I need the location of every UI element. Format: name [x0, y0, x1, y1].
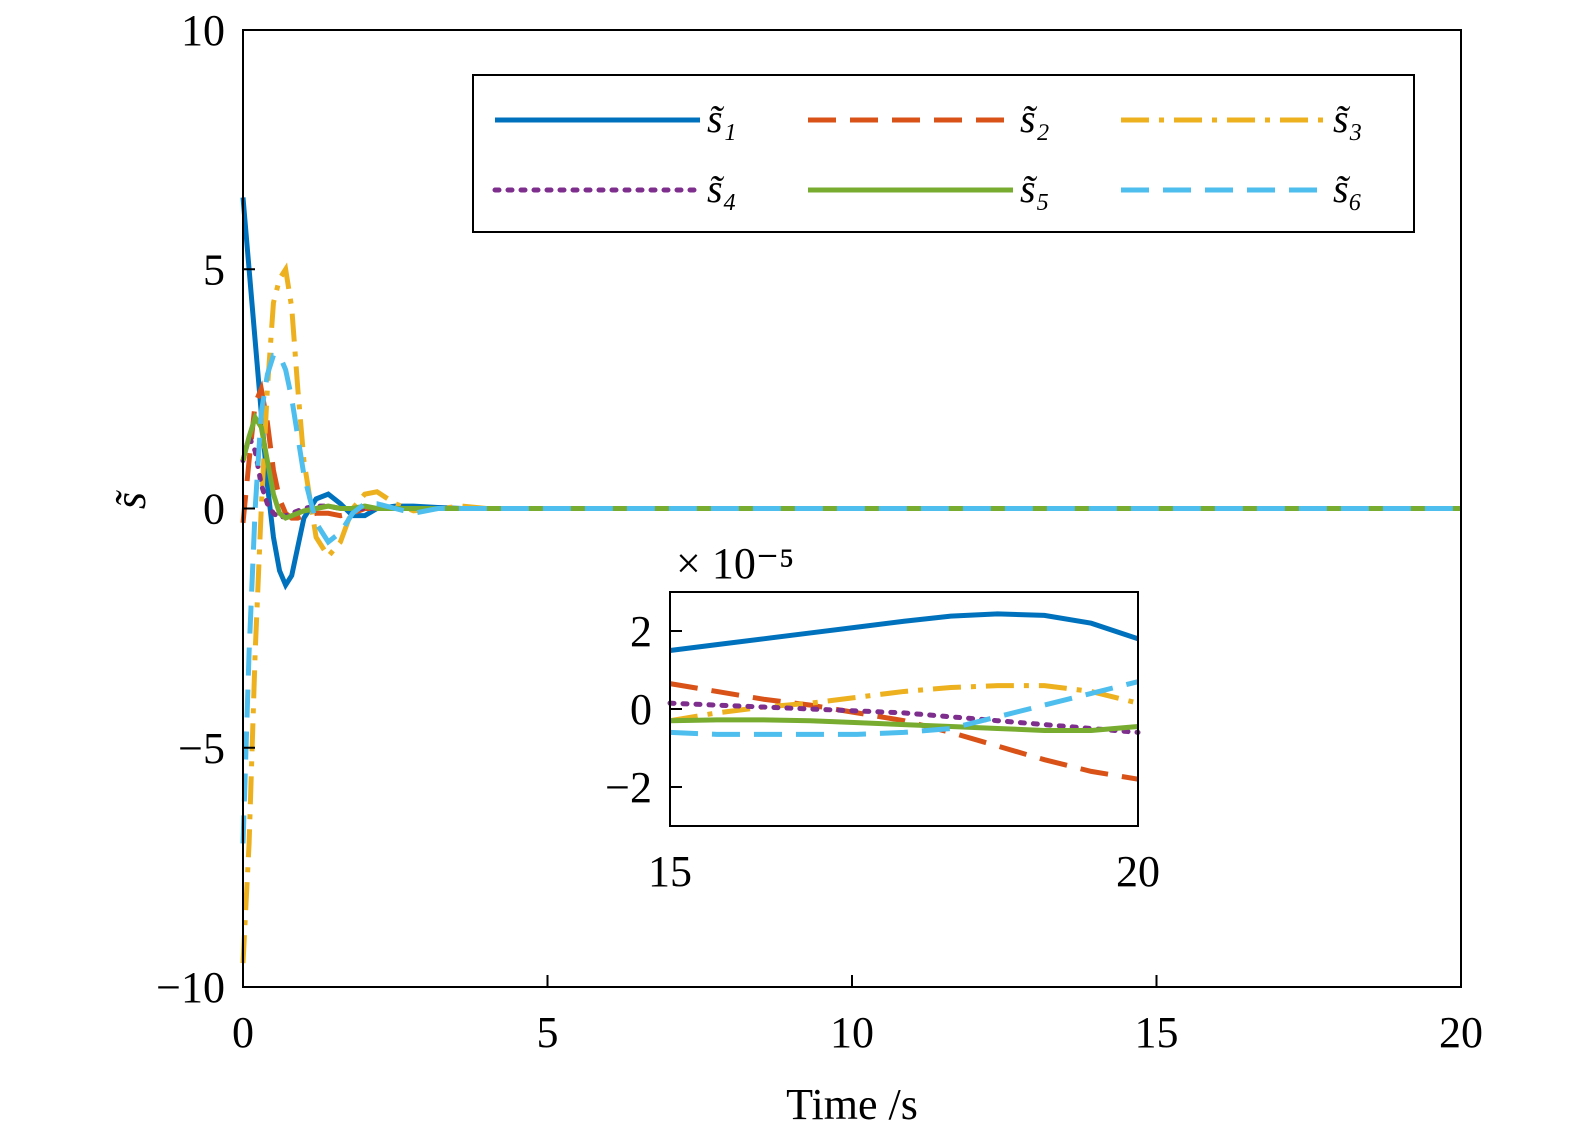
y-tick-label: 2: [630, 607, 652, 656]
x-tick-label: 20: [1439, 1008, 1483, 1057]
x-tick-label: 15: [648, 847, 692, 896]
legend-label: s̃₅: [1020, 166, 1049, 211]
axis-multiplier: × 10⁻⁵: [676, 539, 794, 588]
data-line: [669, 679, 1139, 737]
data-line: [669, 717, 1139, 733]
data-line: [240, 352, 1461, 844]
x-tick-label: 10: [830, 1008, 874, 1057]
y-tick-label: 5: [203, 245, 225, 294]
legend-label: s̃₂: [1020, 96, 1049, 141]
x-tick-label: 0: [232, 1008, 254, 1057]
y-tick-label: 0: [630, 685, 652, 734]
y-tick-label: 10: [181, 6, 225, 55]
x-tick-label: 5: [537, 1008, 559, 1057]
legend-label: s̃₄: [707, 166, 736, 211]
y-tick-label: −2: [605, 763, 652, 812]
y-axis-label: s̃: [106, 490, 155, 510]
data-line: [669, 611, 1139, 653]
data-line: [667, 700, 1141, 735]
legend-label: s̃₆: [1333, 166, 1362, 211]
y-tick-label: −10: [156, 963, 225, 1012]
y-tick-label: −5: [178, 724, 225, 773]
y-tick-label: 0: [203, 485, 225, 534]
x-tick-label: 15: [1135, 1008, 1179, 1057]
legend-label: s̃₃: [1333, 96, 1362, 141]
x-axis-label: Time /s: [786, 1080, 918, 1129]
legend-label: s̃₁: [707, 96, 736, 141]
data-line: [669, 683, 1139, 724]
x-tick-label: 20: [1116, 847, 1160, 896]
legend-box: [472, 74, 1415, 233]
data-line: [669, 681, 1139, 782]
